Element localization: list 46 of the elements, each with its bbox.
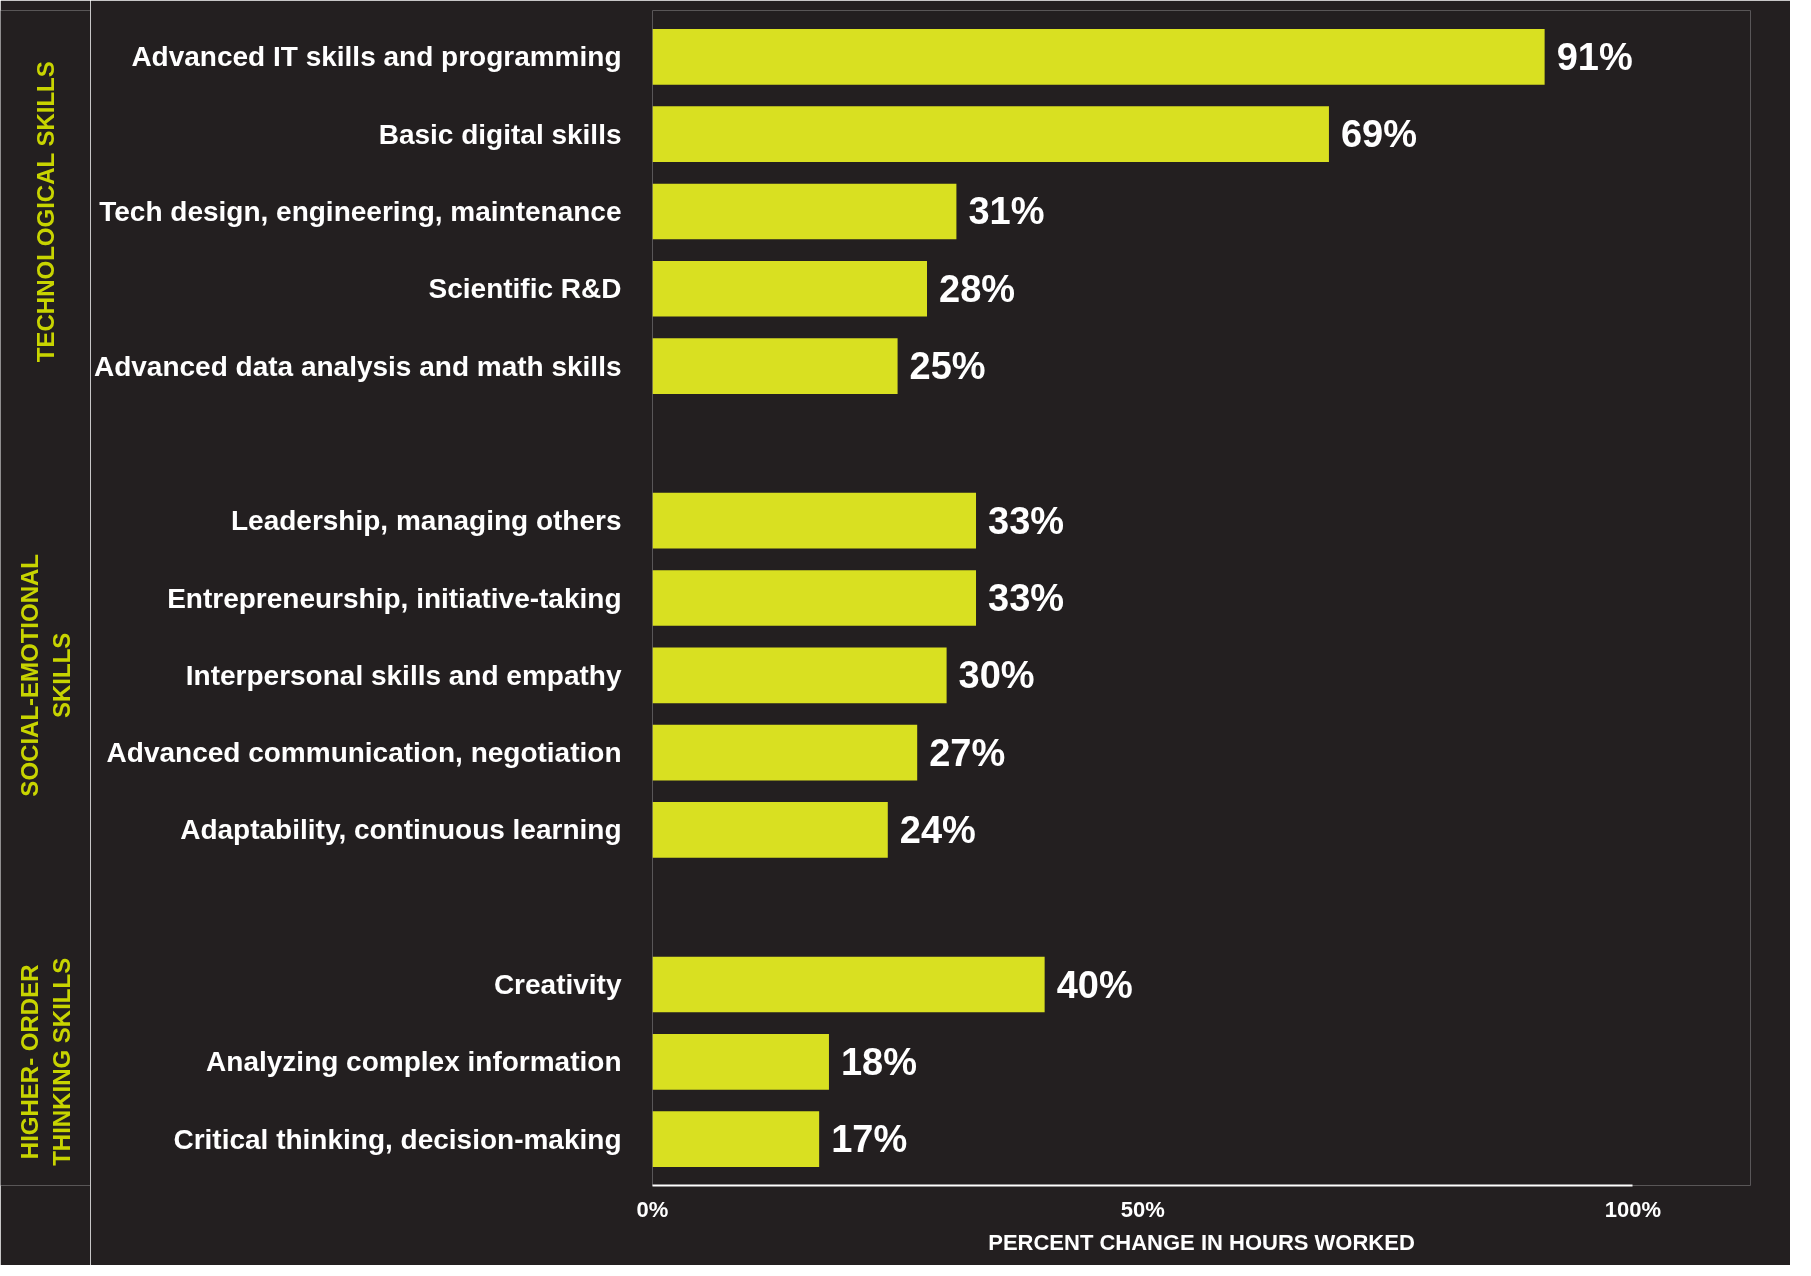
data-label: 27% [929,731,1006,774]
data-label: 30% [958,654,1035,697]
bar [652,183,957,240]
data-label: 33% [988,577,1065,619]
data-label: 40% [1056,963,1133,1006]
y-tick-label: Entrepreneurship, initiative-taking [167,582,622,614]
bar [652,724,918,781]
bar [652,106,1329,163]
y-tick-label: Analyzing complex information [206,1046,622,1078]
data-label: 91% [1556,35,1633,78]
bar [652,570,977,626]
x-tick-label: 50% [1120,1196,1165,1222]
bar [652,1111,820,1167]
text: SOCIAL-EMOTIONAL SKILLS [15,553,76,797]
y-tick-label: Tech design, engineering, maintenance [99,195,622,227]
bar [652,956,1045,1013]
data-label: 28% [939,267,1016,310]
data-label: 69% [1340,113,1418,156]
data-label: 25% [909,345,986,388]
bar [652,647,947,704]
data-label: 33% [988,499,1065,542]
y-tick-label: Adaptability, continuous learning [180,814,622,846]
bar [652,338,898,394]
y-tick-label: Critical thinking, decision-making [173,1123,622,1155]
y-tick-label: Creativity [493,969,622,1001]
x-axis-title: PERCENT CHANGE IN HOURS WORKED [988,1229,1415,1255]
y-tick-label: Advanced communication, negotiation [106,737,622,769]
bar [652,492,977,549]
y-tick-label: Interpersonal skills and empathy [185,659,622,691]
x-tick-label: 100% [1604,1196,1661,1222]
text: HIGHER- ORDER THINKING SKILLS [15,957,76,1166]
data-label: 18% [840,1040,918,1083]
y-tick-label: Advanced IT skills and programming [131,41,622,73]
x-tick-label: 0% [636,1196,669,1222]
data-label: 24% [899,808,976,851]
y-tick-label: Scientific R&D [428,273,622,305]
bar [652,29,1545,85]
y-tick-label: Basic digital skills [378,118,622,150]
bar [652,1033,829,1090]
bar [652,802,888,858]
y-tick-label: Advanced data analysis and math skills [93,350,622,382]
text: TECHNOLOGICAL SKILLS [32,61,59,363]
data-label: 17% [831,1118,908,1161]
y-tick-label: Leadership, managing others [230,505,622,537]
bar [652,260,927,317]
data-label: 31% [968,190,1045,233]
